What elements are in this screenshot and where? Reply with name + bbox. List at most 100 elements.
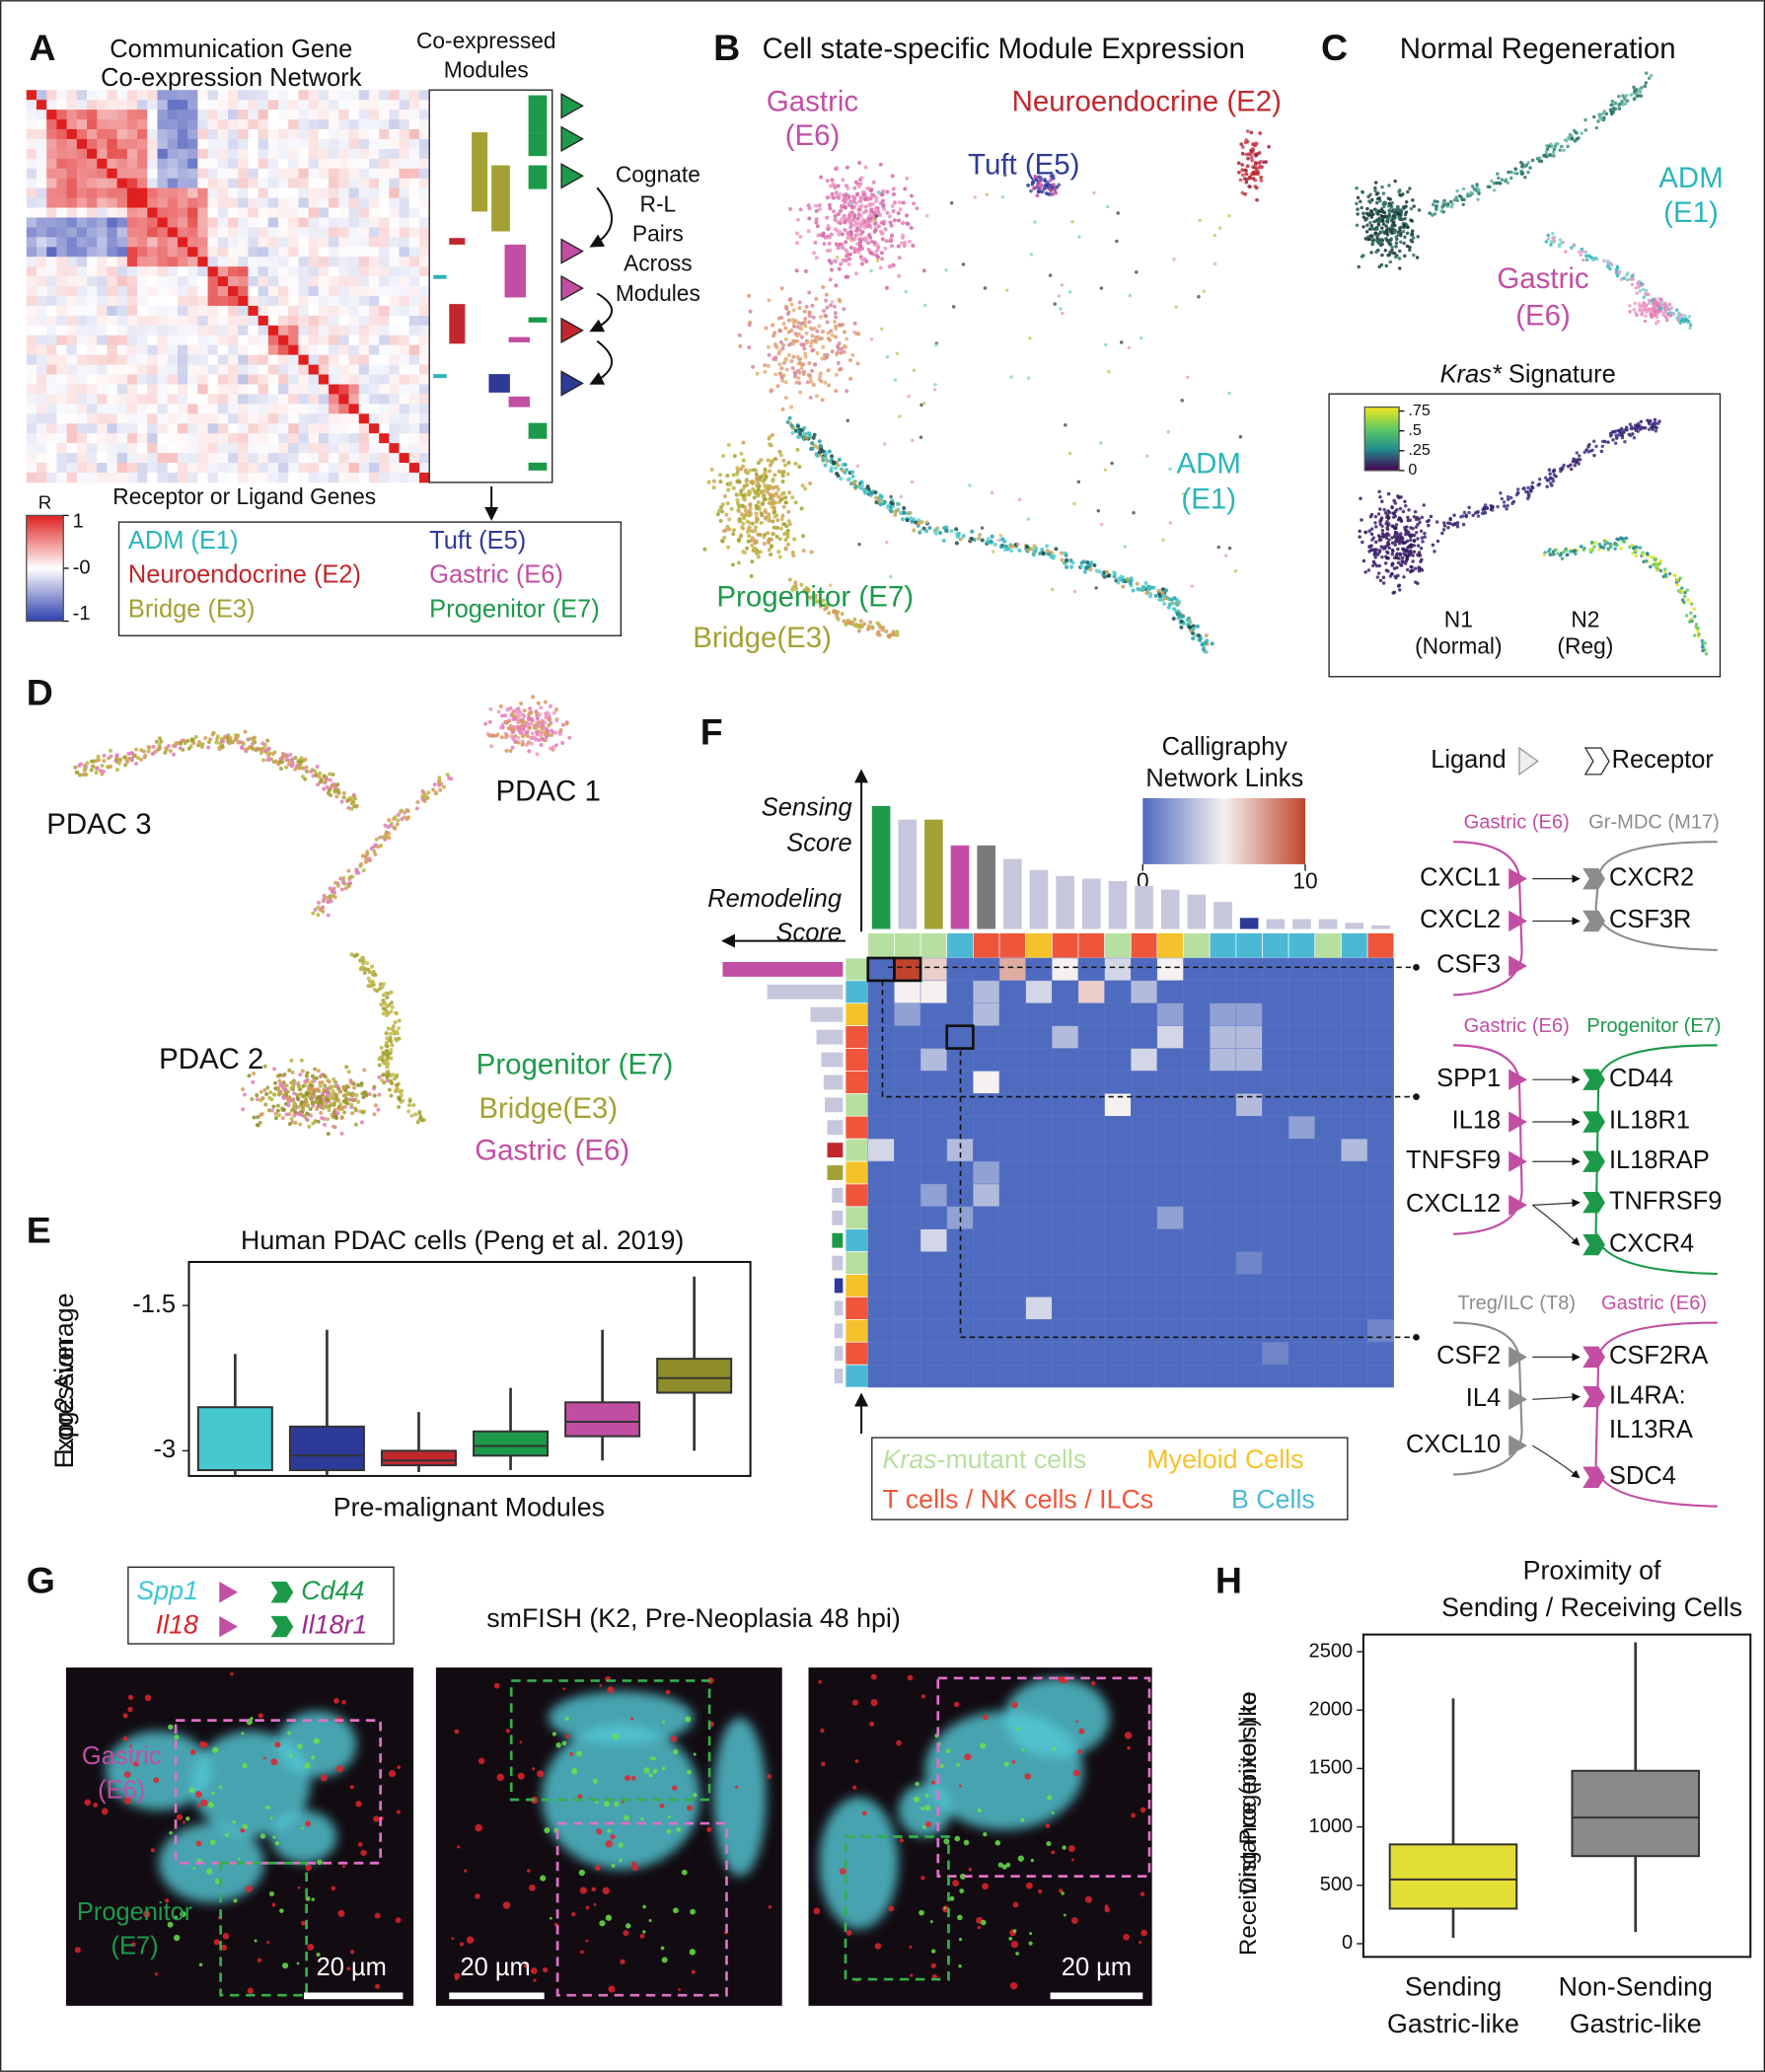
heatmap-cell: [207, 296, 219, 307]
heatmap-cell: [107, 364, 118, 375]
cell-dot: [1689, 611, 1693, 615]
cell-dot: [901, 221, 906, 226]
cell-dot: [846, 477, 851, 481]
cell-dot: [897, 273, 902, 278]
cell-dot: [796, 434, 801, 439]
heatmap-cell: [308, 354, 320, 366]
heatmap-cell: [26, 187, 37, 198]
cell-dot: [1393, 514, 1398, 518]
heatmap-cell: [248, 266, 259, 277]
heatmap-cell: [217, 247, 229, 258]
cell-dot: [880, 257, 885, 261]
heatmap-cell: [217, 217, 229, 228]
cell-dot: [869, 268, 873, 273]
heatmap-cell: [167, 257, 179, 267]
cell-dot: [1638, 90, 1643, 94]
cell-dot: [780, 513, 785, 518]
cell-dot: [807, 206, 812, 211]
cell-dot: [1186, 375, 1190, 380]
cell-dot: [767, 512, 772, 517]
heatmap-cell: [36, 364, 47, 375]
cell-dot: [778, 497, 783, 502]
heatmap-cell: [97, 374, 108, 385]
cell-dot: [1412, 538, 1417, 543]
heatmap-cell: [197, 315, 208, 327]
heatmap-cell: [329, 187, 339, 198]
cell-dot: [1606, 264, 1610, 268]
cell-dot: [1381, 581, 1386, 585]
heatmap-cell: [278, 187, 289, 198]
cell-dot: [1378, 578, 1383, 583]
cell-dot: [1378, 535, 1382, 540]
heatmap-cell: [379, 374, 390, 385]
heatmap-cell: [368, 443, 380, 454]
heatmap-cell: [76, 394, 88, 405]
heatmap-cell: [288, 178, 299, 189]
cell-dot: [1643, 319, 1648, 324]
heatmap-cell: [66, 227, 78, 238]
cell-dot: [1578, 250, 1581, 255]
heatmap-cell: [298, 296, 310, 307]
heatmap-cell: [278, 433, 289, 444]
heatmap-cell: [26, 286, 37, 297]
heatmap-cell: [288, 110, 299, 120]
cell-dot: [720, 539, 725, 544]
cell-dot: [1455, 188, 1459, 193]
heatmap-cell: [288, 443, 299, 454]
heatmap-cell: [267, 443, 279, 454]
heatmap-cell: [147, 325, 158, 336]
cell-dot: [1610, 430, 1615, 434]
cell-dot: [1459, 195, 1463, 199]
cell-dot: [747, 323, 752, 328]
cell-dot: [1423, 535, 1427, 539]
cell-dot: [1678, 321, 1683, 325]
cell-dot: [1191, 627, 1196, 631]
cell-dot: [1381, 533, 1385, 537]
heatmap-cell: [177, 374, 188, 385]
cell-dot: [822, 308, 827, 313]
cell-dot: [1622, 96, 1627, 101]
cell-dot: [1180, 399, 1184, 403]
heatmap-cell: [87, 247, 98, 258]
heatmap-cell: [379, 100, 390, 111]
cell-dot: [725, 501, 730, 506]
cell-dot: [814, 203, 819, 208]
heatmap-cell: [358, 334, 370, 346]
cell-dot: [1623, 102, 1628, 107]
cell-dot: [849, 470, 854, 475]
heatmap-cell: [389, 217, 400, 228]
cell-dot: [1376, 512, 1381, 516]
cell-dot: [1615, 264, 1620, 268]
heatmap-cell: [87, 423, 98, 434]
cell-dot: [1601, 111, 1606, 115]
cell-dot: [1652, 304, 1656, 308]
cell-dot: [1467, 505, 1471, 510]
heatmap-cell: [298, 197, 310, 208]
heatmap-cell: [348, 90, 360, 101]
cell-dot: [785, 542, 790, 547]
cell-dot: [831, 209, 836, 214]
cell-dot: [896, 244, 901, 249]
heatmap-cell: [107, 148, 118, 160]
heatmap-cell: [76, 404, 88, 414]
heatmap-cell: [227, 247, 239, 258]
cell-dot: [1639, 94, 1644, 98]
heatmap-cell: [288, 158, 299, 170]
cell-dot: [858, 223, 863, 228]
cell-dot: [834, 190, 839, 195]
heatmap-cell: [126, 374, 138, 385]
heatmap-cell: [137, 237, 148, 248]
heatmap-cell: [318, 119, 330, 130]
heatmap-cell: [76, 110, 88, 120]
cell-dot: [1669, 311, 1673, 316]
cell-dot: [826, 234, 831, 239]
heatmap-cell: [217, 178, 229, 189]
heatmap-cell: [408, 453, 420, 464]
heatmap-cell: [338, 257, 349, 267]
heatmap-cell: [126, 110, 138, 120]
cell-dot: [1373, 521, 1377, 525]
heatmap-cell: [207, 374, 219, 385]
cell-dot: [1412, 204, 1416, 208]
cell-dot: [856, 232, 861, 237]
cell-dot: [78, 773, 83, 777]
